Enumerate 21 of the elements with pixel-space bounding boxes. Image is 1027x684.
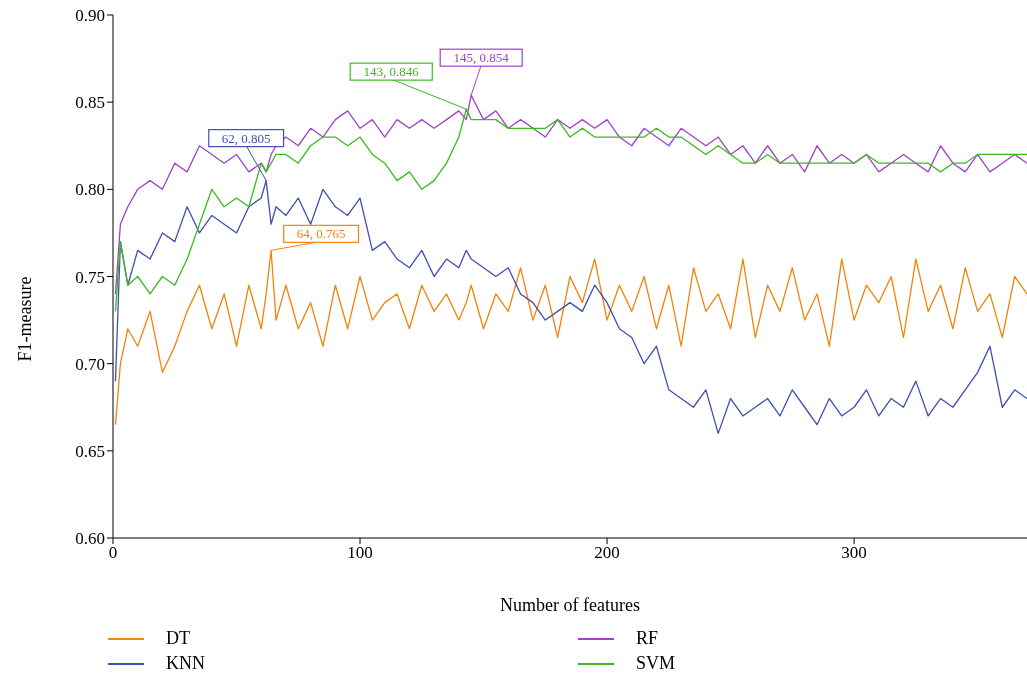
y-tick-label: 0.90 (75, 6, 105, 26)
annotation: 62, 0.805 (221, 130, 271, 146)
y-axis-title: F1-measure (15, 276, 36, 362)
y-tick-label: 0.60 (75, 529, 105, 549)
y-tick-label: 0.85 (75, 93, 105, 113)
x-axis-title: Number of features (500, 594, 640, 615)
legend-label: DT (166, 628, 190, 649)
legend-label: SVM (636, 653, 676, 674)
x-tick-label: 0 (108, 543, 118, 563)
y-tick-label: 0.75 (75, 267, 105, 287)
y-tick-label: 0.80 (75, 180, 105, 200)
legend-label: KNN (166, 653, 205, 674)
x-tick-label: 200 (594, 543, 620, 563)
legend-label: RF (636, 628, 659, 649)
x-tick-label: 300 (841, 543, 867, 563)
y-tick-label: 0.70 (75, 354, 105, 374)
y-tick-label: 0.65 (75, 441, 105, 461)
annotation: 145, 0.854 (453, 50, 510, 66)
x-tick-label: 100 (347, 543, 373, 563)
annotation: 64, 0.765 (296, 226, 346, 242)
annotation: 143, 0.846 (363, 64, 420, 80)
